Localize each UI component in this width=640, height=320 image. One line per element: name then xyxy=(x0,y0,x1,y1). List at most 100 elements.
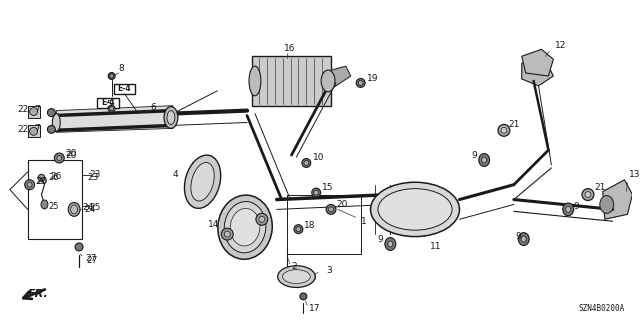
Text: 10: 10 xyxy=(313,153,324,162)
Polygon shape xyxy=(328,66,351,91)
Text: 14: 14 xyxy=(207,220,219,229)
Ellipse shape xyxy=(498,124,510,136)
Text: 17: 17 xyxy=(309,304,321,313)
Ellipse shape xyxy=(47,125,55,133)
Ellipse shape xyxy=(218,195,272,259)
Text: 20: 20 xyxy=(36,177,48,186)
Polygon shape xyxy=(522,49,554,76)
Text: E-4: E-4 xyxy=(101,98,115,107)
Ellipse shape xyxy=(283,270,310,284)
Ellipse shape xyxy=(521,236,526,242)
Text: 24: 24 xyxy=(84,205,95,214)
Text: 24: 24 xyxy=(82,203,93,212)
Text: 4: 4 xyxy=(173,170,179,179)
Ellipse shape xyxy=(184,155,221,208)
Ellipse shape xyxy=(328,207,333,212)
Ellipse shape xyxy=(314,190,319,195)
Text: 3: 3 xyxy=(326,266,332,275)
Text: 20: 20 xyxy=(336,200,348,209)
Ellipse shape xyxy=(38,174,45,181)
Ellipse shape xyxy=(54,153,64,163)
Ellipse shape xyxy=(256,213,268,225)
Text: 23: 23 xyxy=(89,170,100,179)
Text: 7: 7 xyxy=(35,124,40,133)
Ellipse shape xyxy=(501,127,507,133)
Ellipse shape xyxy=(27,182,32,187)
Ellipse shape xyxy=(356,78,365,87)
Text: 18: 18 xyxy=(305,221,316,230)
Ellipse shape xyxy=(378,189,452,230)
Text: 2: 2 xyxy=(291,262,297,271)
Text: 26: 26 xyxy=(51,172,62,181)
Text: 15: 15 xyxy=(322,183,333,192)
Polygon shape xyxy=(56,106,173,132)
Text: 1: 1 xyxy=(361,217,367,226)
Text: 9: 9 xyxy=(573,202,579,211)
Ellipse shape xyxy=(600,196,614,213)
Bar xyxy=(114,84,136,94)
Text: 7: 7 xyxy=(35,105,40,114)
Ellipse shape xyxy=(371,182,460,236)
Text: 9: 9 xyxy=(516,232,522,241)
Ellipse shape xyxy=(563,203,573,216)
Text: 9: 9 xyxy=(471,150,477,160)
Ellipse shape xyxy=(358,80,363,85)
Ellipse shape xyxy=(109,107,114,111)
Ellipse shape xyxy=(312,188,321,197)
Text: 21: 21 xyxy=(508,120,519,129)
Ellipse shape xyxy=(41,200,48,209)
Ellipse shape xyxy=(278,266,316,287)
Ellipse shape xyxy=(224,231,230,237)
Ellipse shape xyxy=(585,192,591,197)
Ellipse shape xyxy=(582,189,594,201)
Text: 27: 27 xyxy=(85,254,97,263)
Ellipse shape xyxy=(108,105,115,112)
Text: 9: 9 xyxy=(378,235,383,244)
Polygon shape xyxy=(603,180,632,219)
Ellipse shape xyxy=(249,66,261,96)
Ellipse shape xyxy=(259,216,265,222)
Ellipse shape xyxy=(108,73,115,79)
Ellipse shape xyxy=(300,293,307,300)
Ellipse shape xyxy=(70,205,77,214)
Text: 20: 20 xyxy=(65,150,77,160)
Ellipse shape xyxy=(68,203,80,216)
Bar xyxy=(287,195,361,254)
Text: E-4: E-4 xyxy=(118,84,131,93)
Text: 20: 20 xyxy=(65,148,77,157)
Ellipse shape xyxy=(482,157,486,163)
Ellipse shape xyxy=(191,163,214,201)
Bar xyxy=(252,56,331,106)
Text: 19: 19 xyxy=(367,75,378,84)
Text: 26: 26 xyxy=(49,173,59,182)
Ellipse shape xyxy=(294,225,303,234)
Ellipse shape xyxy=(302,158,311,167)
Ellipse shape xyxy=(388,241,393,247)
Text: 22: 22 xyxy=(18,105,29,114)
Text: 5: 5 xyxy=(107,100,113,109)
Bar xyxy=(28,160,82,239)
Bar xyxy=(97,98,118,108)
Text: 25: 25 xyxy=(49,202,59,211)
Ellipse shape xyxy=(566,206,571,212)
Ellipse shape xyxy=(29,108,38,116)
Text: 12: 12 xyxy=(556,41,566,50)
Ellipse shape xyxy=(224,202,266,253)
Ellipse shape xyxy=(57,156,61,161)
Text: SZN4B0200A: SZN4B0200A xyxy=(579,304,625,313)
Ellipse shape xyxy=(385,237,396,251)
Text: 23: 23 xyxy=(87,173,99,182)
Ellipse shape xyxy=(47,108,55,116)
Text: 21: 21 xyxy=(594,183,605,192)
Ellipse shape xyxy=(29,127,38,135)
Text: 13: 13 xyxy=(630,170,640,179)
Text: 8: 8 xyxy=(118,64,124,73)
Ellipse shape xyxy=(326,204,336,214)
Ellipse shape xyxy=(164,107,178,128)
Text: 16: 16 xyxy=(284,44,295,53)
Ellipse shape xyxy=(221,228,233,240)
Ellipse shape xyxy=(52,114,60,131)
Text: 11: 11 xyxy=(430,243,442,252)
Text: 22: 22 xyxy=(18,125,29,134)
Text: 27: 27 xyxy=(86,256,97,265)
